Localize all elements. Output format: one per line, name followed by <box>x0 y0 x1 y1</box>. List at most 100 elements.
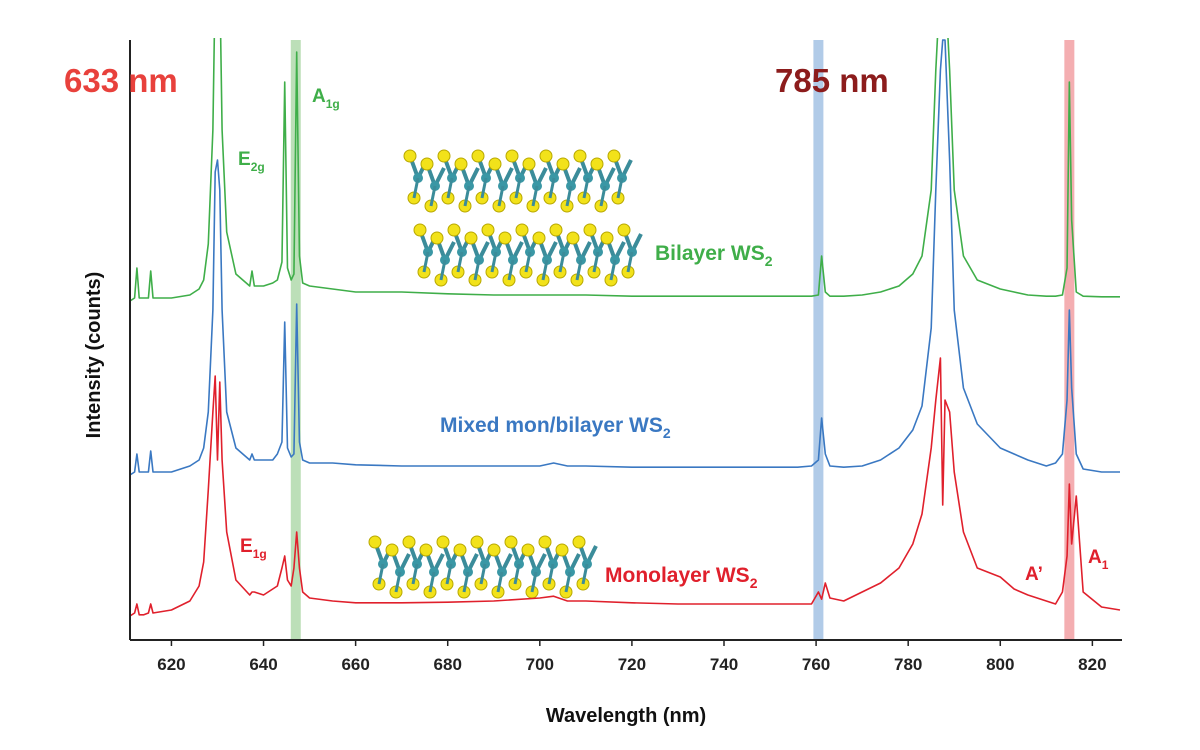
atom-s <box>555 543 569 557</box>
bond <box>616 177 624 199</box>
bond <box>463 185 471 207</box>
bond <box>422 251 430 273</box>
spectrum-line <box>130 38 1120 302</box>
bond <box>462 571 470 593</box>
atom-s <box>447 223 461 237</box>
bond <box>412 177 420 199</box>
atom-s <box>385 543 399 557</box>
molecules <box>368 149 643 599</box>
atom-s <box>464 231 478 245</box>
annotation: A1 <box>1088 547 1109 572</box>
bond <box>490 251 498 273</box>
atom-s <box>532 231 546 245</box>
annotation-text: A <box>1088 547 1102 568</box>
series-label: Bilayer WS2 <box>655 242 773 269</box>
annotation-text: 785 nm <box>775 62 889 99</box>
atom-s <box>549 223 563 237</box>
bond <box>547 563 555 585</box>
bond <box>507 259 515 281</box>
annotation-sub: 2g <box>251 160 265 174</box>
atom-s <box>453 543 467 557</box>
y-axis-title: Intensity (counts) <box>83 272 105 439</box>
atom-s <box>403 149 417 163</box>
annotation-sub: 1g <box>253 547 267 561</box>
atom-s <box>430 231 444 245</box>
spectrum-line <box>130 357 1121 617</box>
x-tick-label: 820 <box>1078 655 1106 674</box>
bond <box>524 251 532 273</box>
annotation-text: 633 nm <box>64 62 178 99</box>
bond <box>531 185 539 207</box>
atom-s <box>572 535 586 549</box>
bond <box>497 185 505 207</box>
atom-s <box>607 149 621 163</box>
bond <box>411 563 419 585</box>
series-name: Bilayer WS <box>655 242 765 265</box>
bond <box>592 251 600 273</box>
bond <box>428 571 436 593</box>
atom-s <box>573 149 587 163</box>
bond <box>609 259 617 281</box>
x-tick-label: 780 <box>894 655 922 674</box>
atom-s <box>515 223 529 237</box>
atom-s <box>487 543 501 557</box>
atom-s <box>454 157 468 171</box>
atom-s <box>505 149 519 163</box>
annotation-text: E <box>238 149 251 170</box>
series-name-sub: 2 <box>750 575 758 591</box>
bond <box>513 563 521 585</box>
bond <box>548 177 556 199</box>
bond <box>429 185 437 207</box>
x-tick-label: 680 <box>434 655 462 674</box>
atom-s <box>522 157 536 171</box>
annotation: E1g <box>240 536 267 561</box>
bond <box>581 563 589 585</box>
atom-s <box>419 543 433 557</box>
atom-s <box>481 223 495 237</box>
atom-s <box>436 535 450 549</box>
series-label: Mixed mon/bilayer WS2 <box>440 414 671 441</box>
atom-s <box>413 223 427 237</box>
atom-s <box>488 157 502 171</box>
atom-s <box>617 223 631 237</box>
atom-s <box>470 535 484 549</box>
annotation: A1g <box>312 86 340 111</box>
x-axis-title: Wavelength (nm) <box>546 705 706 727</box>
annotation-text: A’ <box>1025 564 1043 585</box>
series-name-sub: 2 <box>765 253 773 269</box>
bond <box>530 571 538 593</box>
bond <box>446 177 454 199</box>
bond <box>456 251 464 273</box>
annotation-sub: 1g <box>326 97 340 111</box>
annotation-text: A <box>312 86 326 107</box>
spectra <box>130 38 1121 617</box>
bond <box>480 177 488 199</box>
atom-s <box>600 231 614 245</box>
bond <box>564 571 572 593</box>
atom-s <box>437 149 451 163</box>
bond <box>599 185 607 207</box>
bond <box>558 251 566 273</box>
annotation: E2g <box>238 149 265 174</box>
bond <box>565 185 573 207</box>
x-tick-label: 620 <box>157 655 185 674</box>
atom-s <box>521 543 535 557</box>
bond <box>473 259 481 281</box>
bond <box>439 259 447 281</box>
x-tick-label: 700 <box>526 655 554 674</box>
spectrum-line <box>130 39 1120 476</box>
series-name: Mixed mon/bilayer WS <box>440 414 663 437</box>
bond <box>541 259 549 281</box>
atom-s <box>402 535 416 549</box>
x-tick-label: 740 <box>710 655 738 674</box>
annotation: 633 nm <box>64 62 178 99</box>
atom-s <box>556 157 570 171</box>
bond <box>496 571 504 593</box>
annotation: A’ <box>1025 564 1043 585</box>
bond <box>514 177 522 199</box>
atom-s <box>471 149 485 163</box>
x-tick-label: 720 <box>618 655 646 674</box>
x-tick-label: 760 <box>802 655 830 674</box>
